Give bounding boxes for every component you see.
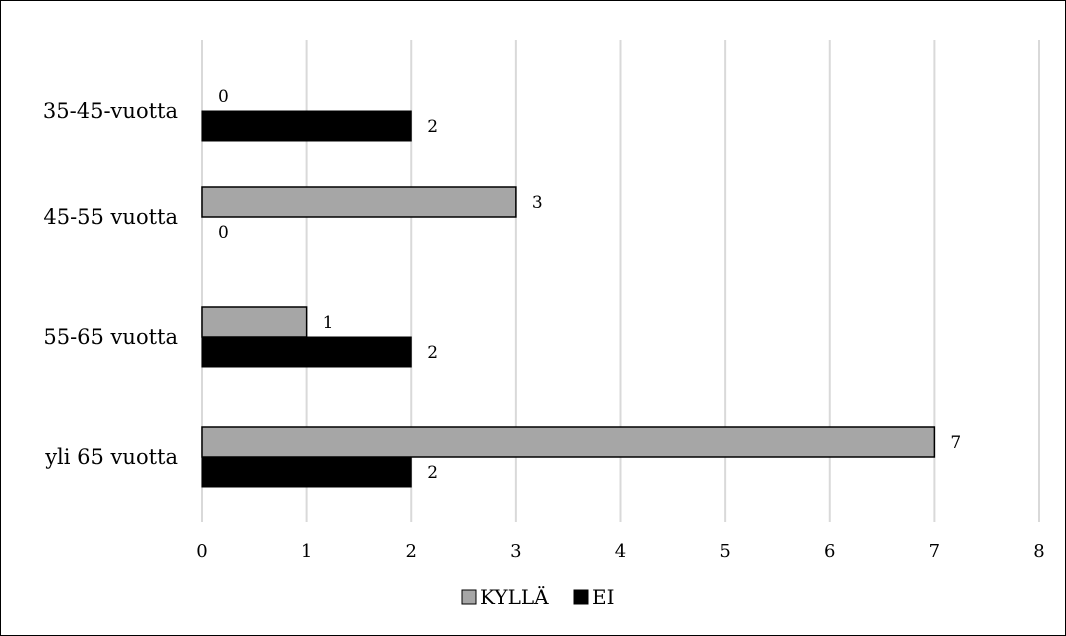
x-tick-label: 4 (615, 541, 626, 562)
x-tick-labels: 0 1 2 3 4 5 6 7 8 (196, 541, 1044, 562)
bar-kylla (201, 306, 308, 338)
data-label-kylla: 3 (532, 193, 543, 213)
bar-kylla (201, 186, 517, 218)
data-label-kylla: 1 (323, 313, 334, 333)
legend: KYLLÄ EI (461, 585, 615, 609)
bar-ei (201, 456, 412, 488)
category-label: 35-45-vuotta (43, 99, 178, 123)
data-label-kylla: 7 (950, 433, 961, 453)
data-label-kylla: 0 (218, 87, 229, 107)
legend-swatch (461, 589, 477, 605)
bar-kylla (201, 426, 936, 458)
legend-label: KYLLÄ (480, 585, 549, 609)
x-tick-label: 5 (719, 541, 730, 562)
x-tick-label: 8 (1033, 541, 1044, 562)
x-tick-label: 2 (406, 541, 417, 562)
data-label-ei: 2 (427, 117, 438, 137)
legend-label: EI (592, 585, 615, 609)
data-label-ei: 2 (427, 343, 438, 363)
category-label: yli 65 vuotta (44, 445, 178, 469)
category-labels: 35-45-vuotta 45-55 vuotta 55-65 vuotta yli … (43, 99, 178, 469)
x-tick-label: 1 (301, 541, 312, 562)
legend-swatch (573, 589, 589, 605)
x-tick-label: 0 (196, 541, 207, 562)
bars (201, 110, 936, 488)
x-tick-label: 3 (510, 541, 521, 562)
category-label: 55-65 vuotta (43, 325, 178, 349)
category-label: 45-55 vuotta (43, 205, 178, 229)
x-tick-label: 7 (929, 541, 940, 562)
x-tick-label: 6 (824, 541, 835, 562)
data-label-ei: 0 (218, 223, 229, 243)
data-label-ei: 2 (427, 463, 438, 483)
bar-ei (201, 336, 412, 368)
bar-ei (201, 110, 412, 142)
